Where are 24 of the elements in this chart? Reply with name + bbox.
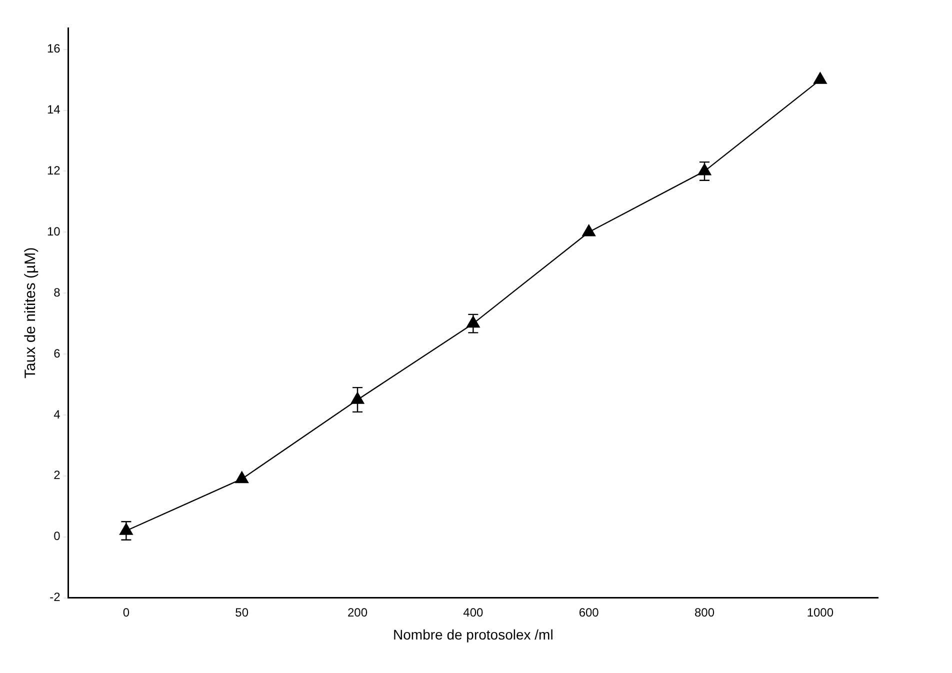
y-axis-title: Taux de nitites (µM) bbox=[22, 247, 40, 378]
x-tick-label: 200 bbox=[347, 605, 368, 620]
x-axis-title: Nombre de protosolex /ml bbox=[393, 626, 554, 642]
point bbox=[235, 471, 249, 484]
point bbox=[350, 392, 364, 404]
point bbox=[582, 224, 596, 236]
y-tick-label: 0 bbox=[54, 529, 61, 544]
y-tick-label: 14 bbox=[46, 102, 61, 117]
y-tick-label: 10 bbox=[46, 224, 61, 238]
x-tick-label: 0 bbox=[122, 605, 130, 620]
point bbox=[698, 164, 712, 176]
y-tick-label: 4 bbox=[54, 407, 61, 422]
x-tick-label: 600 bbox=[578, 605, 600, 620]
x-tick-label: 800 bbox=[694, 605, 715, 620]
x-tick-label: 50 bbox=[235, 605, 249, 620]
x-tick-label: 1000 bbox=[806, 605, 834, 620]
y-tick-label: 12 bbox=[46, 164, 61, 178]
point bbox=[814, 72, 827, 84]
y-tick-label: 6 bbox=[54, 346, 61, 360]
x-tick-label: 400 bbox=[463, 605, 484, 620]
y-tick-label: -2 bbox=[50, 590, 61, 604]
y-tick-label: 8 bbox=[54, 285, 61, 300]
y-tick-label: 16 bbox=[46, 42, 61, 56]
y-tick-label: 2 bbox=[54, 468, 61, 482]
